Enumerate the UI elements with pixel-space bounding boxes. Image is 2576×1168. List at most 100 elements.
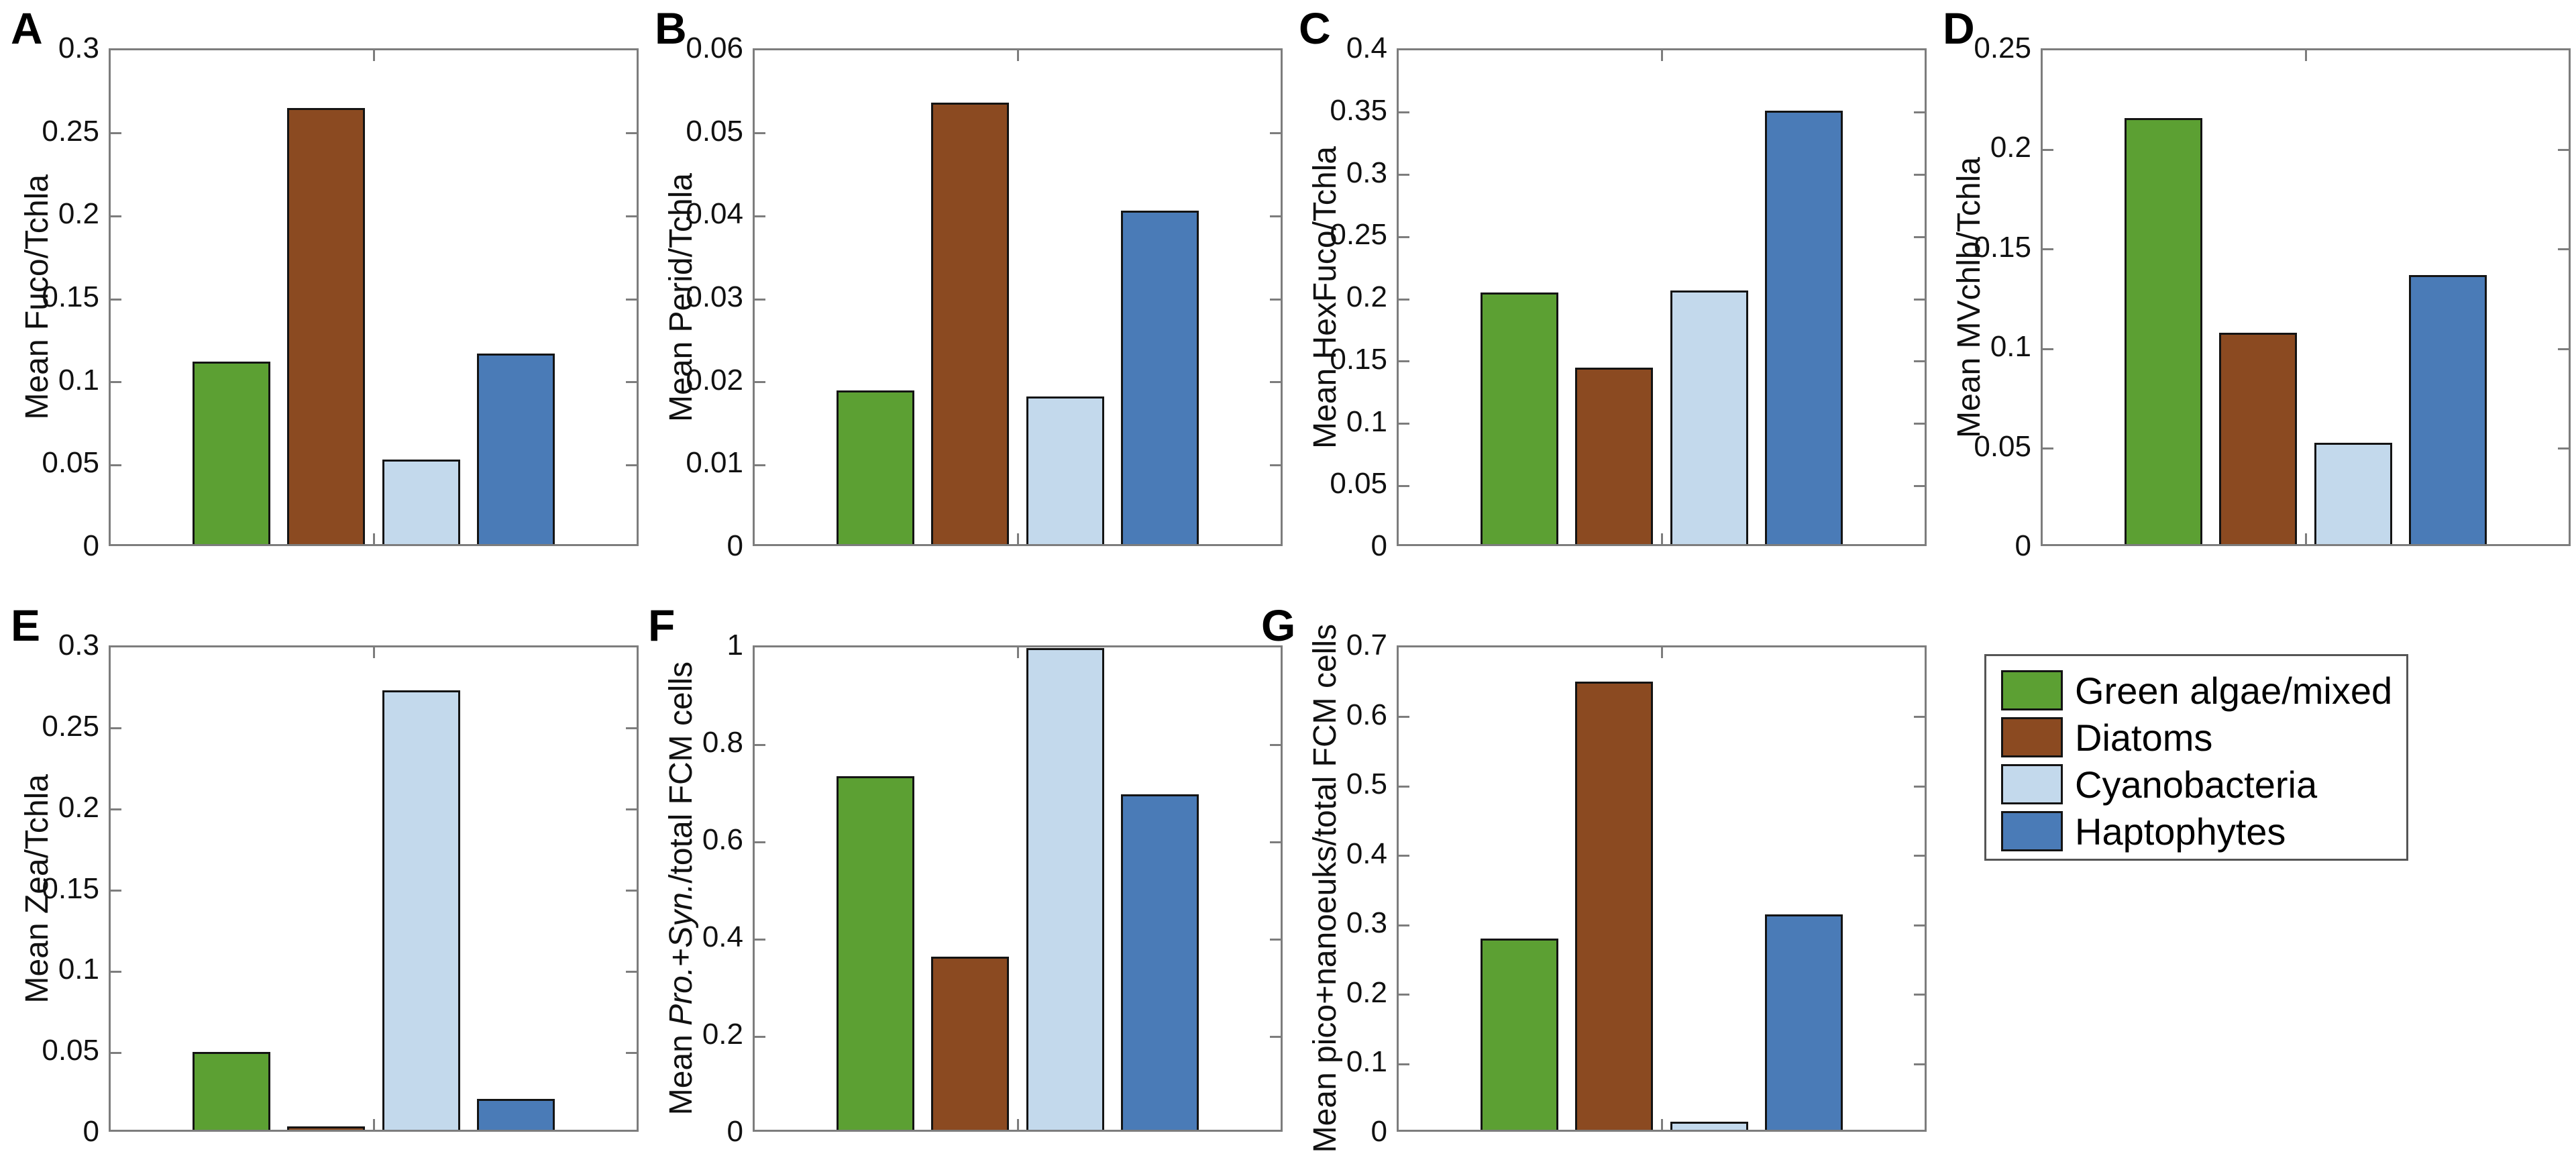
y-tick-mark [1399, 785, 1409, 788]
panel-letter: F [648, 600, 676, 650]
y-tick-label: 0.4 [1346, 837, 1387, 870]
y-tick-mark [111, 808, 121, 811]
legend-box: Green algae/mixed Diatoms Cyanobacteria … [1984, 654, 2408, 861]
bar-cyanobacteria [1026, 396, 1104, 544]
y-tick-label: 0.3 [58, 629, 99, 661]
chart-panel-E: E Mean Zea/Tchla 0 0.05 0.1 0.15 0.2 0.25 0.3 [0, 597, 644, 1168]
bar-cyanobacteria [2314, 442, 2392, 544]
bar-cyanobacteria [382, 690, 460, 1130]
y-tick-mark [111, 727, 121, 730]
x-tick-top [1016, 647, 1019, 658]
chart-panel-A: A Mean Fuco/Tchla 0 0.05 0.1 0.15 0.2 0.25 0.3 [0, 0, 644, 597]
y-tick-mark [2558, 447, 2569, 450]
y-tick-label: 0.1 [58, 363, 99, 396]
x-tick-bottom [1016, 533, 1019, 544]
y-tick-mark [1914, 484, 1925, 487]
y-tick-label: 0.25 [1330, 218, 1387, 252]
y-tick-mark [1399, 298, 1409, 301]
chart-panel-G: G Mean pico+nanoeuks/total FCM cells 0 0.… [1261, 597, 1932, 1168]
y-axis-label: Mean Pro.+Syn./total FCM cells [661, 661, 702, 1115]
y-tick-label: 0.02 [686, 363, 743, 396]
bar-group [755, 50, 1281, 544]
y-tick-mark [2043, 348, 2053, 350]
y-axis-label-part: Mean MVchlb/Tchla [1951, 156, 1987, 438]
bar-haptophytes [1120, 794, 1199, 1130]
y-axis-label: Mean pico+nanoeuks/total FCM cells [1305, 624, 1346, 1153]
x-tick-top [1016, 50, 1019, 61]
y-tick-label: 1 [727, 629, 743, 661]
y-tick-mark [111, 464, 121, 466]
bar-green-algae [193, 1052, 270, 1130]
y-axis-label: Mean HexFuco/Tchla [1305, 146, 1346, 449]
plot-area [753, 645, 1283, 1132]
x-tick-bottom [1660, 533, 1663, 544]
x-tick-top [2304, 50, 2307, 61]
y-tick-label: 0.6 [1346, 698, 1387, 731]
bar-diatoms [2219, 333, 2298, 544]
y-tick-label: 0 [2015, 529, 2031, 562]
y-tick-mark [1914, 785, 1925, 788]
panel-letter: E [11, 600, 41, 650]
y-tick-mark [626, 298, 637, 301]
legend-label-diatoms: Diatoms [2075, 716, 2213, 759]
bar-diatoms [1575, 681, 1654, 1130]
y-tick-mark [1399, 235, 1409, 238]
y-tick-label: 0.8 [702, 726, 743, 759]
y-tick-label: 0 [83, 1115, 99, 1148]
bar-haptophytes [1764, 111, 1843, 544]
bar-green-algae [837, 776, 914, 1130]
y-tick-label: 0.03 [686, 280, 743, 313]
y-tick-label: 0.05 [1974, 429, 2031, 463]
bar-haptophytes [2408, 275, 2487, 544]
legend-label-cyanobacteria: Cyanobacteria [2075, 763, 2318, 806]
y-tick-label: 0.7 [1346, 629, 1387, 661]
y-tick-mark [1399, 174, 1409, 176]
y-tick-mark [626, 727, 637, 730]
y-tick-mark [1914, 716, 1925, 719]
y-tick-label: 0 [727, 529, 743, 562]
y-axis-label-part: Pro. [663, 967, 699, 1026]
plot-area [1397, 48, 1927, 546]
bar-cyanobacteria [382, 459, 460, 544]
y-tick-mark [111, 381, 121, 384]
y-tick-label: 0.25 [42, 709, 99, 743]
plot-area [109, 48, 639, 546]
bar-group [755, 647, 1281, 1130]
y-tick-label: 0.2 [1990, 131, 2031, 164]
x-tick-bottom [372, 1119, 375, 1130]
y-tick-mark [111, 132, 121, 135]
y-tick-label: 0.05 [1330, 467, 1387, 500]
y-tick-label: 0 [727, 1115, 743, 1148]
y-tick-mark [2558, 148, 2569, 151]
legend-swatch-green-algae [2001, 670, 2063, 710]
plot-area [109, 645, 639, 1132]
y-tick-label: 0.2 [58, 790, 99, 824]
y-tick-label: 0.05 [42, 1034, 99, 1067]
y-tick-label: 0.4 [702, 920, 743, 953]
y-tick-label: 0.2 [1346, 975, 1387, 1009]
legend-label-green-algae: Green algae/mixed [2075, 669, 2393, 712]
y-tick-mark [1270, 132, 1281, 135]
y-tick-mark [626, 381, 637, 384]
y-tick-mark [755, 938, 765, 941]
plot-area [1397, 645, 1927, 1132]
y-tick-mark [1399, 924, 1409, 926]
bar-green-algae [193, 361, 270, 544]
y-tick-mark [755, 132, 765, 135]
y-tick-mark [1270, 938, 1281, 941]
bar-diatoms [287, 107, 366, 544]
y-tick-mark [1914, 360, 1925, 363]
y-tick-mark [755, 743, 765, 746]
x-tick-top [372, 647, 375, 658]
chart-panel-B: B Mean Perid/Tchla 0 0.01 0.02 0.03 0.04 0.05… [644, 0, 1288, 597]
y-tick-label: 0 [83, 529, 99, 562]
y-tick-label: 0.1 [1346, 1045, 1387, 1079]
y-axis-label-part: Mean HexFuco/Tchla [1307, 146, 1343, 449]
bar-diatoms [287, 1126, 366, 1130]
y-tick-mark [2043, 447, 2053, 450]
panel-letter: D [1943, 3, 1975, 53]
bar-green-algae [837, 390, 914, 544]
y-tick-label: 0.3 [1346, 906, 1387, 940]
y-tick-label: 0.2 [702, 1018, 743, 1051]
bar-group [1399, 647, 1925, 1130]
